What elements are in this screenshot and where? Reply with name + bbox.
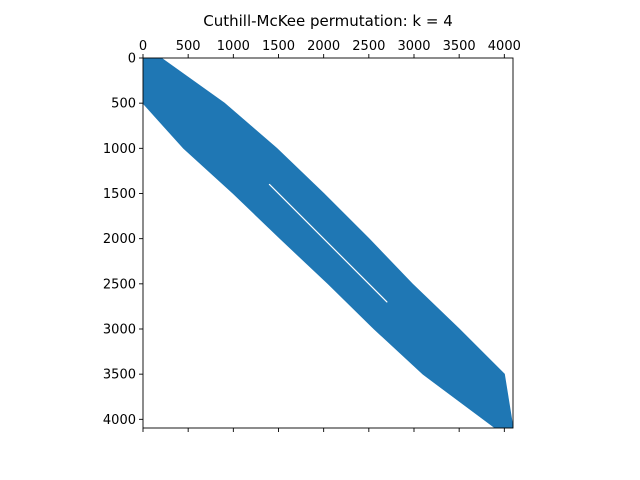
y-tick-label: 4000 xyxy=(103,413,136,428)
x-tick-label: 2000 xyxy=(307,39,340,54)
y-tick-label: 1000 xyxy=(103,142,136,157)
inner-gap-stripe xyxy=(268,183,388,303)
y-tick-label: 2000 xyxy=(103,232,136,247)
plot-area xyxy=(142,57,514,429)
x-tick-label: 3000 xyxy=(397,39,430,54)
y-tick-label: 3000 xyxy=(103,322,136,337)
y-tick-label: 2500 xyxy=(103,277,136,292)
x-tick-label: 1000 xyxy=(217,39,250,54)
x-tick-label: 4000 xyxy=(488,39,521,54)
band-group xyxy=(143,58,513,428)
x-tick-label: 500 xyxy=(176,39,201,54)
y-tick-label: 500 xyxy=(111,97,136,112)
chart-title: Cuthill-McKee permutation: k = 4 xyxy=(203,12,453,30)
x-axis: 0 500 1000 1500 2000 2500 3000 3500 4000 xyxy=(139,39,521,432)
x-tick-label: 1500 xyxy=(262,39,295,54)
x-tick-label: 2500 xyxy=(352,39,385,54)
axes-frame xyxy=(142,57,514,429)
y-tick-label: 0 xyxy=(128,52,136,67)
x-tick-label: 3500 xyxy=(443,39,476,54)
y-tick-label: 1500 xyxy=(103,187,136,202)
y-tick-label: 3500 xyxy=(103,368,136,383)
x-tick-label: 0 xyxy=(139,39,147,54)
y-axis: 0 500 1000 1500 2000 2500 3000 3500 4000 xyxy=(103,52,143,428)
